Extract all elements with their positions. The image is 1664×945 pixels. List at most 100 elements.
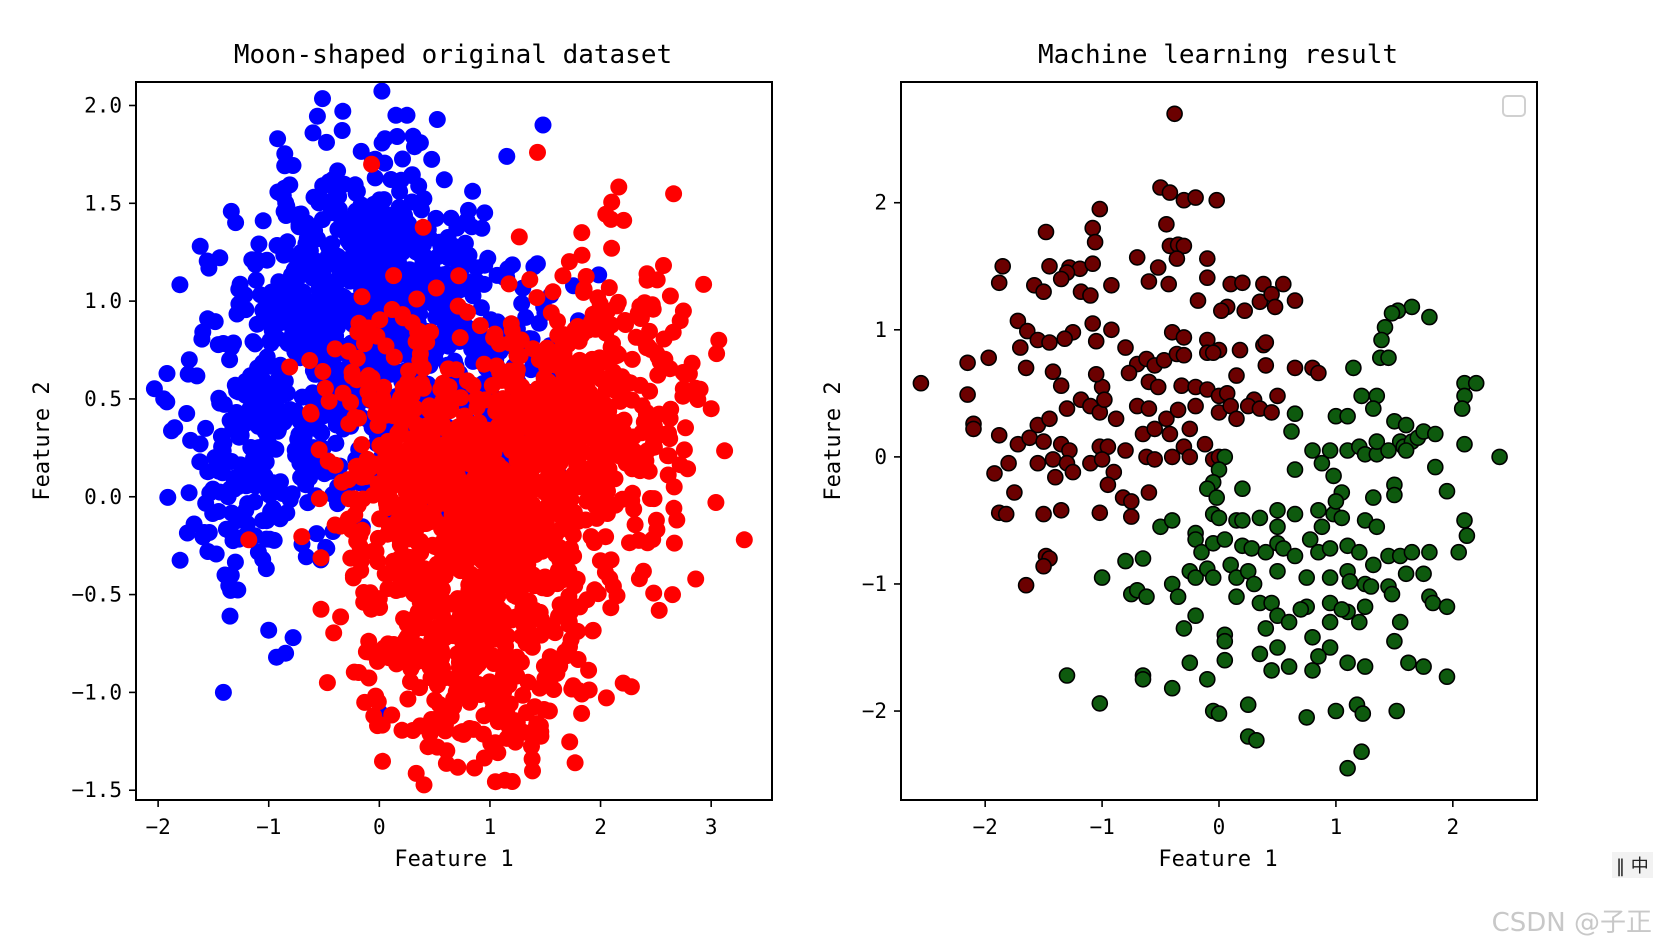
- series-1-point: [651, 353, 669, 371]
- y-tick-label: 2.0: [84, 93, 122, 117]
- series-1-point: [1251, 645, 1269, 663]
- series-1-point: [476, 489, 494, 506]
- series-1-point: [1383, 304, 1401, 322]
- series-0-point: [1163, 448, 1181, 466]
- series-0-point: [1173, 377, 1190, 395]
- series-0-point: [206, 313, 224, 331]
- series-1-point: [1304, 662, 1321, 679]
- series-1-point: [534, 386, 552, 404]
- series-1-point: [573, 246, 591, 264]
- series-1-point: [546, 624, 564, 642]
- series-0-point: [346, 176, 364, 194]
- series-0-point: [343, 210, 361, 228]
- series-1-point: [367, 543, 385, 560]
- series-1-point: [609, 293, 627, 311]
- series-1-point: [399, 690, 417, 708]
- x-axis-label: Feature 1: [1158, 847, 1277, 872]
- series-0-point: [188, 367, 206, 385]
- series-1-point: [445, 698, 463, 716]
- series-1-point: [388, 655, 405, 673]
- series-1-point: [438, 434, 456, 452]
- series-1-point: [492, 537, 510, 554]
- series-1-point: [452, 590, 470, 608]
- series-0-point: [1286, 359, 1304, 377]
- series-1-point: [1310, 501, 1327, 519]
- series-0-point: [1084, 315, 1101, 332]
- series-1-point: [526, 577, 544, 595]
- series-0-point: [191, 435, 209, 453]
- series-0-point: [1006, 484, 1023, 501]
- series-0-point: [1123, 508, 1140, 525]
- series-0-point: [223, 504, 241, 522]
- series-0-point: [1107, 410, 1125, 428]
- series-1-point: [619, 373, 637, 391]
- series-1-point: [1208, 489, 1225, 506]
- series-0-point: [322, 327, 340, 345]
- x-tick-label: 1: [484, 815, 497, 839]
- series-1-point: [1397, 565, 1415, 583]
- series-0-point: [986, 465, 1003, 482]
- series-0-point: [250, 439, 268, 457]
- watermark: CSDN @子正: [1491, 908, 1652, 938]
- series-0-point: [291, 282, 309, 300]
- series-1-point: [1286, 461, 1304, 478]
- series-1-point: [475, 355, 493, 373]
- series-1-point: [1117, 552, 1134, 570]
- series-1-point: [691, 380, 709, 398]
- ime-indicator[interactable]: ‖ 中: [1612, 852, 1653, 878]
- series-1-point: [641, 382, 659, 400]
- series-1-point: [345, 663, 363, 681]
- series-1-point: [627, 444, 645, 462]
- series-1-point: [449, 297, 467, 315]
- series-0-point: [1228, 367, 1245, 384]
- series-0-point: [1103, 321, 1120, 339]
- series-0-point: [221, 412, 239, 429]
- series-0-point: [959, 386, 976, 403]
- series-0-point: [222, 338, 240, 356]
- series-1-point: [572, 408, 590, 426]
- series-1-point: [626, 516, 644, 534]
- series-1-point: [1181, 654, 1199, 672]
- series-0-point: [1035, 283, 1052, 301]
- series-1-point: [1286, 547, 1304, 565]
- series-0-point: [212, 427, 230, 445]
- series-1-point: [1333, 509, 1351, 527]
- series-1-point: [577, 268, 595, 285]
- series-1-point: [521, 271, 539, 289]
- series-1-point: [645, 584, 663, 602]
- x-tick-label: 1: [1330, 815, 1343, 839]
- series-1-point: [563, 508, 581, 526]
- series-1-point: [584, 622, 602, 640]
- series-0-point: [247, 271, 265, 289]
- series-0-point: [959, 354, 976, 372]
- series-1-point: [450, 267, 468, 285]
- series-1-point: [1383, 585, 1401, 603]
- series-0-point: [442, 209, 460, 227]
- series-1-point: [1204, 569, 1222, 586]
- series-0-point: [209, 336, 227, 354]
- series-0-point: [204, 505, 222, 522]
- series-0-point: [1052, 270, 1070, 288]
- series-0-point: [272, 284, 289, 302]
- series-1-point: [1269, 562, 1286, 580]
- series-1-point: [365, 391, 383, 409]
- series-1-point: [1400, 654, 1417, 672]
- y-tick-label: 0.0: [84, 485, 122, 509]
- series-1-point: [385, 267, 403, 285]
- series-1-point: [450, 659, 468, 677]
- series-1-point: [1427, 458, 1444, 476]
- y-axis-label: Feature 2: [30, 381, 55, 500]
- series-0-point: [166, 419, 184, 437]
- y-axis-ticks: 2 1 0 −1 −2: [862, 191, 901, 723]
- series-1-point: [1280, 658, 1298, 675]
- series-0-point: [1035, 557, 1052, 575]
- series-0-point: [1019, 322, 1036, 340]
- series-1-point: [415, 567, 433, 585]
- series-1-point: [420, 397, 438, 415]
- series-1-point: [625, 500, 643, 518]
- series-1-point: [595, 490, 613, 508]
- series-0-point: [378, 222, 396, 240]
- series-1-point: [1313, 454, 1331, 472]
- series-1-point: [552, 557, 570, 575]
- series-1-point: [1327, 702, 1345, 720]
